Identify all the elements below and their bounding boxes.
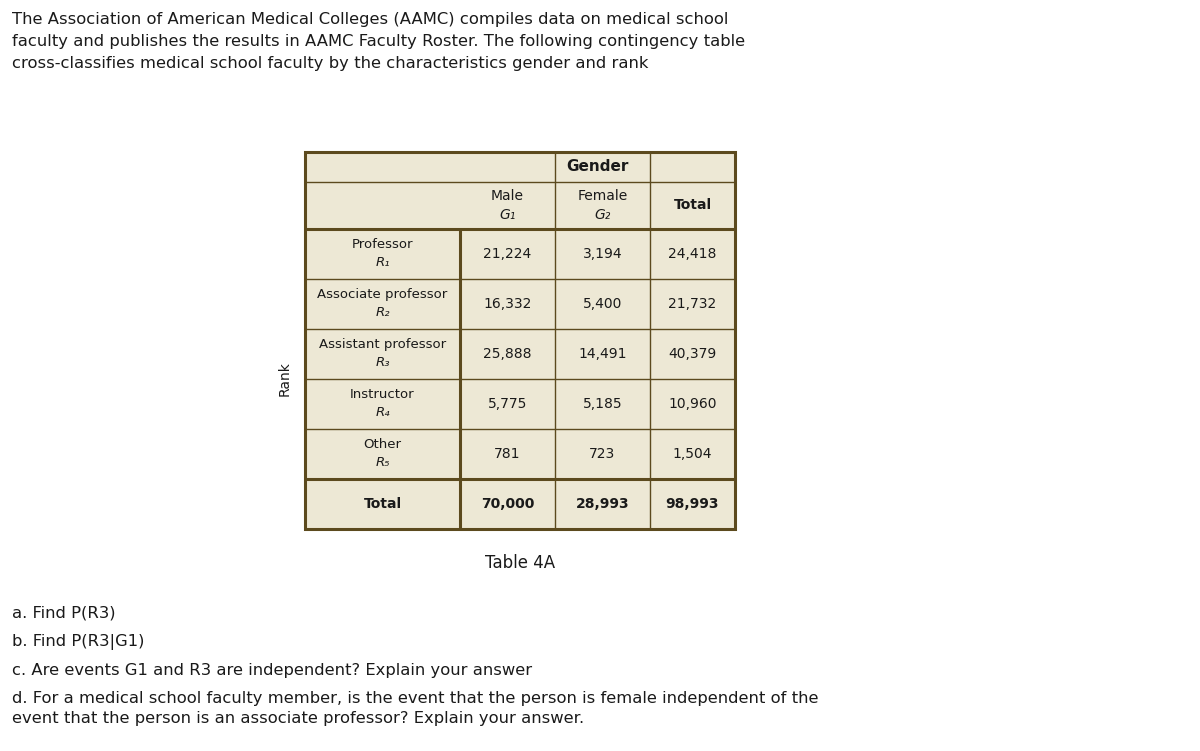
- Text: Male: Male: [491, 189, 524, 204]
- Text: Assistant professor: Assistant professor: [319, 339, 446, 351]
- Text: The Association of American Medical Colleges (AAMC) compiles data on medical sch: The Association of American Medical Coll…: [12, 12, 745, 71]
- Text: d. For a medical school faculty member, is the event that the person is female i: d. For a medical school faculty member, …: [12, 692, 818, 725]
- Text: Rank: Rank: [278, 361, 292, 397]
- Text: 10,960: 10,960: [668, 397, 716, 411]
- Text: 40,379: 40,379: [668, 347, 716, 361]
- Text: 28,993: 28,993: [576, 497, 629, 511]
- Text: R₃: R₃: [376, 357, 390, 369]
- Text: R₅: R₅: [376, 457, 390, 469]
- Text: Table 4A: Table 4A: [485, 554, 556, 572]
- Text: G₂: G₂: [594, 209, 611, 222]
- Text: R₄: R₄: [376, 406, 390, 420]
- Text: Total: Total: [364, 497, 402, 511]
- Text: Female: Female: [577, 189, 628, 204]
- Text: 5,775: 5,775: [488, 397, 527, 411]
- Text: 25,888: 25,888: [484, 347, 532, 361]
- Text: 70,000: 70,000: [481, 497, 534, 511]
- Text: 21,732: 21,732: [668, 297, 716, 311]
- Text: 5,400: 5,400: [583, 297, 622, 311]
- Text: Total: Total: [673, 198, 712, 213]
- Text: 24,418: 24,418: [668, 247, 716, 261]
- Text: G₁: G₁: [499, 209, 516, 222]
- Text: 21,224: 21,224: [484, 247, 532, 261]
- Text: 3,194: 3,194: [583, 247, 623, 261]
- Text: Gender: Gender: [566, 159, 629, 174]
- Text: Professor: Professor: [352, 239, 413, 252]
- Text: 16,332: 16,332: [484, 297, 532, 311]
- Text: 5,185: 5,185: [583, 397, 623, 411]
- Bar: [305, 152, 734, 529]
- Text: R₂: R₂: [376, 306, 390, 319]
- Text: b. Find P(R3|G1): b. Find P(R3|G1): [12, 635, 144, 650]
- Text: 1,504: 1,504: [673, 447, 713, 461]
- Text: c. Are events G1 and R3 are independent? Explain your answer: c. Are events G1 and R3 are independent?…: [12, 663, 532, 678]
- Text: 98,993: 98,993: [666, 497, 719, 511]
- Text: Other: Other: [364, 439, 402, 451]
- Text: 723: 723: [589, 447, 616, 461]
- Text: Instructor: Instructor: [350, 388, 415, 402]
- Text: 14,491: 14,491: [578, 347, 626, 361]
- Text: Associate professor: Associate professor: [317, 288, 448, 301]
- Text: 781: 781: [494, 447, 521, 461]
- Text: a. Find P(R3): a. Find P(R3): [12, 606, 115, 621]
- Text: R₁: R₁: [376, 257, 390, 270]
